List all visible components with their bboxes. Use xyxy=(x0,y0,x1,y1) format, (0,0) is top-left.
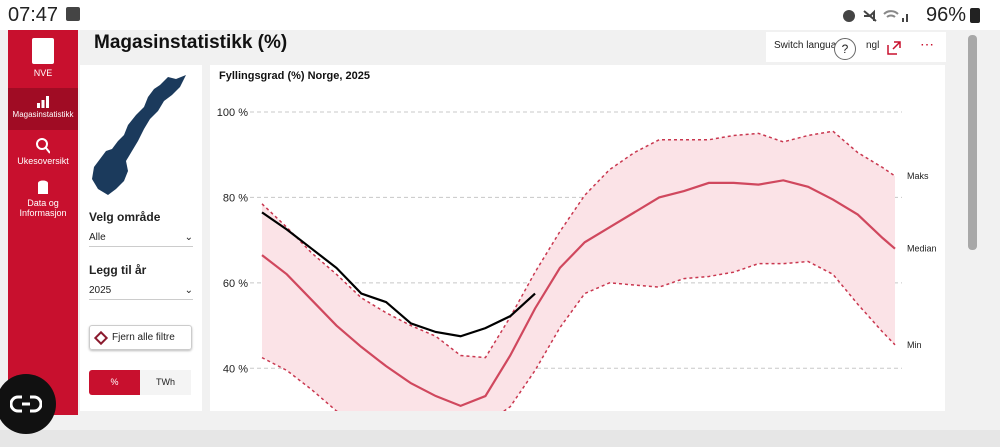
bottom-bar xyxy=(0,430,1000,447)
status-icons xyxy=(842,7,912,22)
database-icon xyxy=(38,180,48,194)
clear-filters-button[interactable]: Fjern alle filtre xyxy=(89,325,192,350)
more-button[interactable]: ⋯ xyxy=(920,36,934,52)
status-bar: 07:47 96% xyxy=(0,0,1000,30)
series-line xyxy=(261,211,536,338)
nav-label: Data og Informasjon xyxy=(19,198,67,218)
nav-item[interactable]: Magasinstatistikk xyxy=(8,88,78,130)
eraser-icon xyxy=(93,330,109,346)
battery-icon xyxy=(970,8,980,23)
nav-label: Ukesoversikt xyxy=(17,156,69,166)
area-select[interactable]: Alle ⌄ xyxy=(89,229,193,247)
chart: Fyllingsgrad (%) Norge, 2025 40 % 60 % 80 … xyxy=(217,70,937,411)
notification-icon xyxy=(66,7,80,21)
nav-label: Magasinstatistikk xyxy=(12,110,74,119)
scrollbar[interactable] xyxy=(968,35,977,250)
page-title: Magasinstatistikk (%) xyxy=(94,32,288,53)
chart-title: Fyllingsgrad (%) Norge, 2025 xyxy=(219,70,370,82)
area-label: Velg område xyxy=(89,210,161,224)
logo-text: NVE xyxy=(33,68,53,78)
series-line xyxy=(261,130,896,359)
y-tick-label: 60 % xyxy=(223,278,248,290)
y-tick-label: 100 % xyxy=(217,107,248,119)
floating-button[interactable] xyxy=(0,374,56,434)
battery-level: 96% xyxy=(926,4,967,26)
band-area xyxy=(262,131,895,411)
series-label: Median xyxy=(907,244,937,254)
button-icon xyxy=(10,395,42,413)
expand-icon[interactable] xyxy=(886,40,902,56)
logo[interactable]: NVE xyxy=(8,38,78,78)
chart-panel: Fyllingsgrad (%) Norge, 2025 40 % 60 % 80 … xyxy=(210,65,945,411)
logo-shield xyxy=(32,38,54,64)
search-icon xyxy=(36,138,51,154)
clock: 07:47 xyxy=(8,4,59,26)
chart-icon xyxy=(37,96,49,108)
series-line xyxy=(261,179,896,408)
year-select[interactable]: 2025 ⌄ xyxy=(89,282,193,300)
area-value: Alle xyxy=(89,232,106,243)
map xyxy=(92,75,186,195)
toolbar: Switch langua ? ngl ⋯ xyxy=(766,32,946,62)
icons xyxy=(843,9,908,22)
clear-label: Fjern alle filtre xyxy=(112,332,175,343)
year-label: Legg til år xyxy=(89,263,147,277)
y-tick-label: 80 % xyxy=(223,192,248,204)
unit-option[interactable]: TWh xyxy=(140,370,191,395)
nav-item[interactable]: Ukesoversikt xyxy=(8,138,78,166)
help-button[interactable]: ? xyxy=(834,38,856,60)
y-tick-label: 40 % xyxy=(223,363,248,375)
series-label: Maks xyxy=(907,171,929,181)
nav-item[interactable]: Data og Informasjon xyxy=(8,180,78,218)
language-button[interactable]: Switch langua xyxy=(774,40,837,51)
language-suffix: ngl xyxy=(866,40,880,51)
series-label: Min xyxy=(907,340,922,350)
sidebar: NVE Magasinstatistikk Ukesoversikt Data … xyxy=(8,30,78,415)
unit-option-selected[interactable]: % xyxy=(89,370,140,395)
filter-panel: Velg område Alle ⌄ Legg til år 2025 ⌄ Fjer… xyxy=(80,65,202,411)
year-value: 2025 xyxy=(89,285,112,296)
